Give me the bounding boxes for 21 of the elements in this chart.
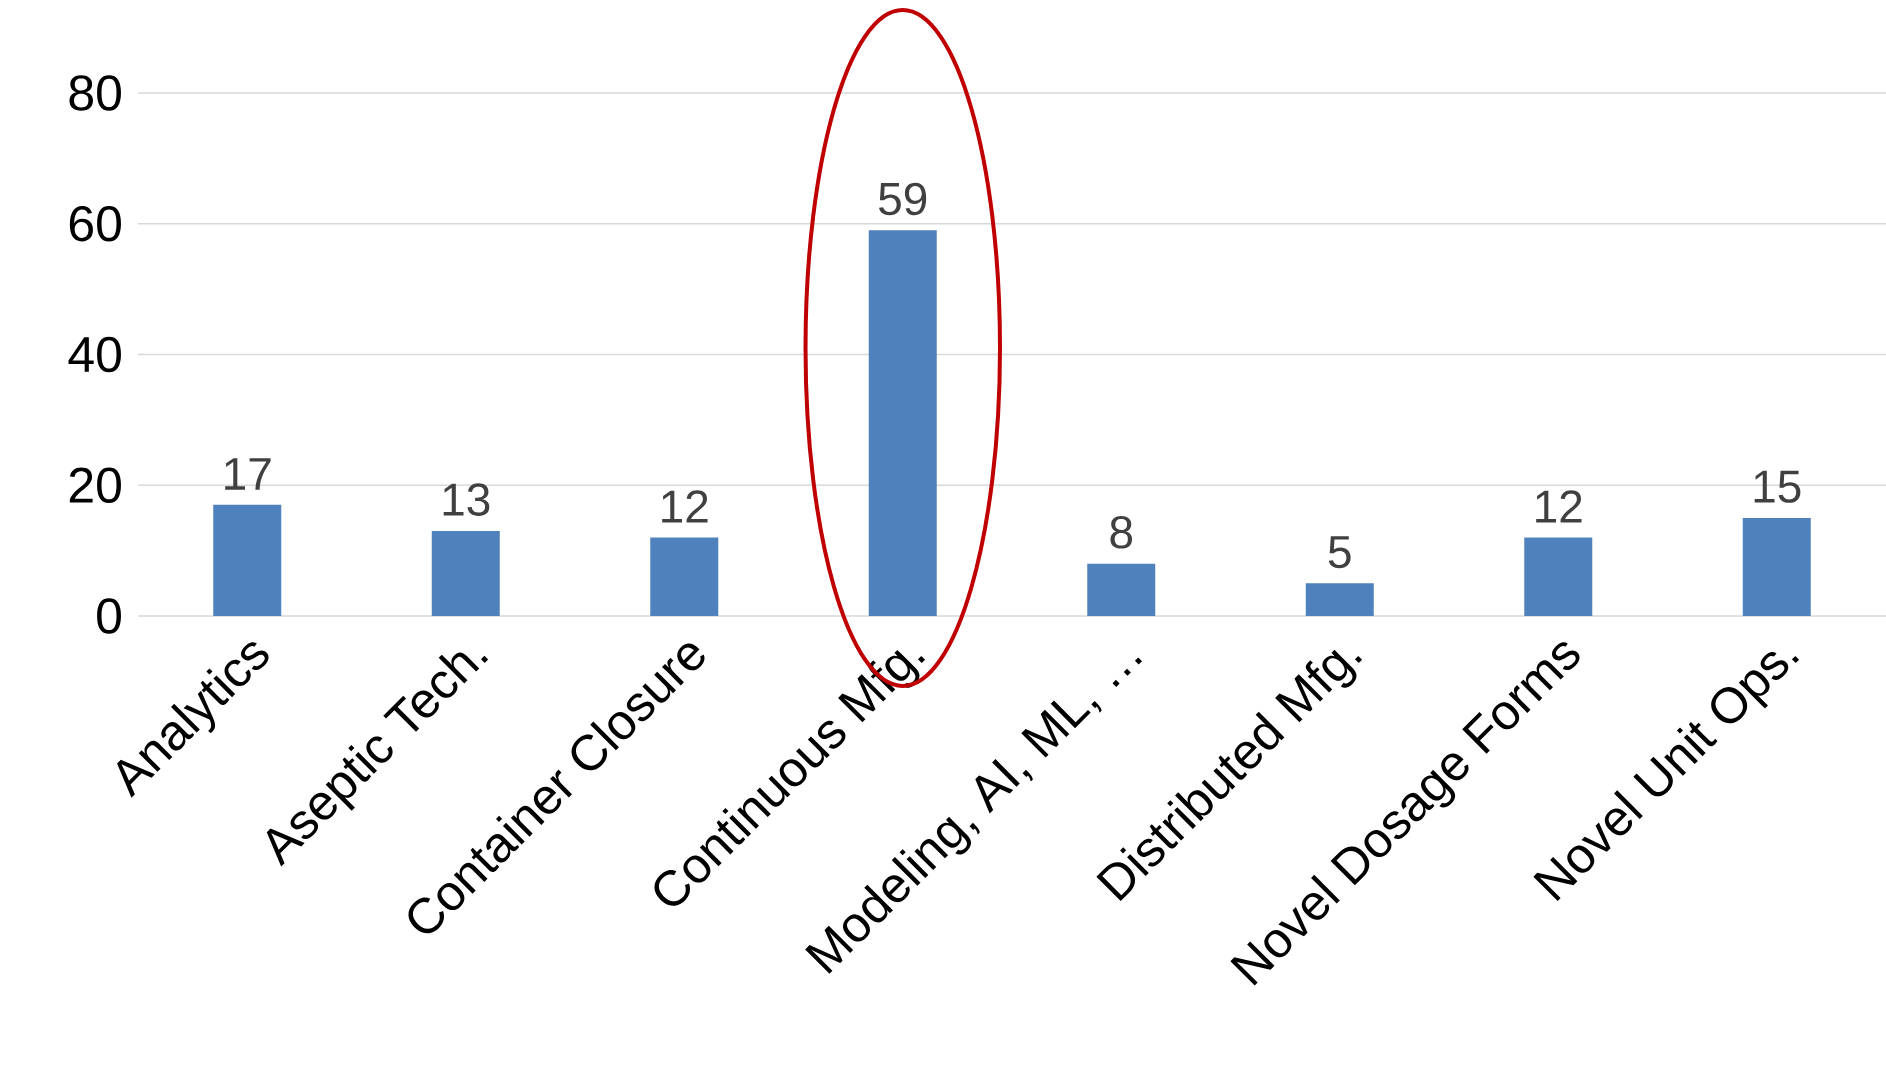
bar [868, 230, 937, 616]
bar [1524, 537, 1593, 616]
bar [1742, 517, 1811, 616]
bar [1305, 583, 1374, 616]
data-label: 12 [662, 490, 708, 523]
y-tick-label: 0 [97, 598, 121, 634]
data-label: 12 [1536, 490, 1582, 523]
y-tick-label: 80 [69, 75, 121, 111]
data-label: 15 [1754, 470, 1801, 503]
y-tick-label: 40 [68, 336, 121, 373]
bar [1087, 563, 1156, 616]
data-label: 17 [225, 458, 271, 490]
y-tick-label: 60 [69, 206, 121, 242]
data-label: 8 [1110, 516, 1133, 549]
data-label: 59 [879, 182, 927, 216]
data-label: 13 [443, 483, 490, 516]
bar [650, 537, 719, 616]
y-tick-label: 20 [69, 467, 121, 503]
bar [431, 531, 500, 616]
data-label: 5 [1328, 536, 1351, 569]
bar [213, 504, 282, 616]
